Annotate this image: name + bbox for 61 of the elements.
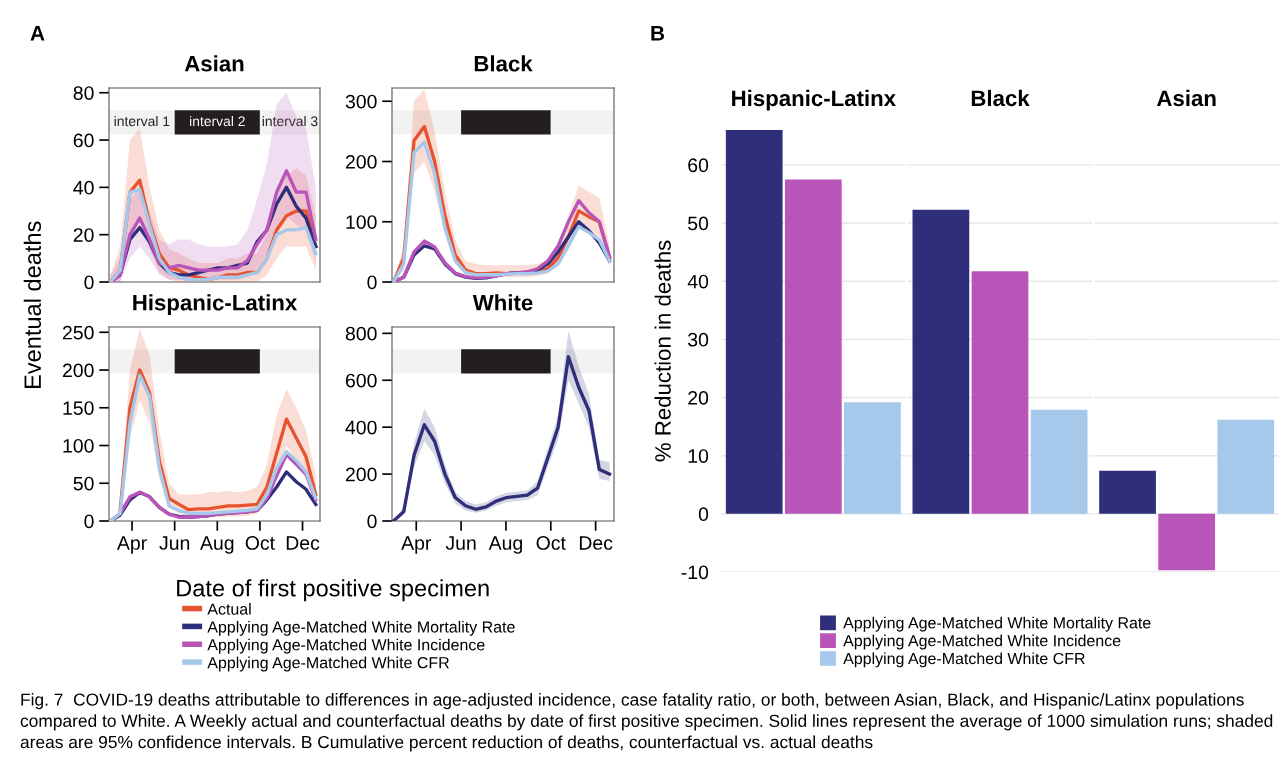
x-tick-label: Aug [488, 536, 522, 554]
y-tick-label: 100 [63, 438, 94, 453]
y-tick-label: 30 [688, 332, 709, 347]
y-tick-label: 50 [73, 476, 94, 491]
y-tick-label: 60 [688, 158, 709, 173]
y-tick-label: 0 [84, 514, 94, 529]
y-tick-label: 20 [688, 390, 709, 405]
legend-label: Applying Age-Matched White Mortality Rate [207, 620, 515, 636]
caption: Fig. 7 COVID-19 deaths attributable to differences in age-adjusted incidence, case fatality ratio, or both, between Asian, Black, and Hispanic/Latinx populations compared to White. A Weekly actual and counterfactual deaths by date of first positive specimen. Solid lines represent the average of 1000 simulation runs; shaded areas are 95% confidence intervals. B Cumulative percent reduction of deaths, counterfactual vs. actual deaths [20, 693, 1273, 752]
legend-label: Applying Age-Matched White CFR [207, 656, 449, 672]
y-tick-label: 200 [62, 363, 94, 378]
y-tick-label: 10 [688, 449, 709, 463]
x-tick-label: Asian [1156, 89, 1216, 107]
x-tick-label: Jun [159, 536, 190, 550]
x-tick-label: Apr [116, 536, 147, 554]
legend-label: Applying Age-Matched White CFR [843, 652, 1085, 668]
x-tick-label: Hispanic-Latinx [732, 89, 896, 111]
x-tick-label: Jun [445, 536, 476, 550]
y-tick-label: 100 [346, 215, 377, 229]
y-tick-label: 50 [688, 216, 709, 231]
y-tick-label: 800 [345, 326, 377, 341]
x-tick-label: Dec [286, 536, 320, 550]
x-tick-label: Apr [401, 536, 432, 554]
x-tick-label: Black [971, 89, 1030, 107]
y-tick-label: 20 [73, 228, 94, 242]
text: B [651, 26, 665, 41]
band-label: interval 3 [262, 115, 318, 127]
y-tick-label: 300 [345, 94, 377, 109]
legend-label: Applying Age-Matched White Incidence [207, 638, 485, 654]
legend-label: Actual [207, 603, 251, 615]
y-tick-label: 400 [345, 420, 377, 435]
y-tick-label: 0 [698, 507, 709, 522]
y-tick-label: 0 [367, 275, 377, 290]
y-tick-label: 600 [345, 373, 377, 388]
y-tick-label: 80 [73, 86, 94, 100]
chart-title: Asian [184, 55, 244, 72]
y-axis-title: Eventual deaths [23, 221, 42, 389]
y-tick-label: 250 [62, 325, 94, 340]
y-tick-label: 150 [63, 401, 94, 416]
y-tick-label: 200 [345, 154, 377, 169]
chart-title: Hispanic-Latinx [133, 294, 298, 315]
y-tick-label: 40 [73, 180, 94, 195]
y-tick-label: 200 [345, 467, 377, 482]
band-label: interval 2 [190, 115, 245, 127]
x-tick-label: Oct [245, 536, 275, 550]
chart-title: White [472, 294, 533, 311]
x-tick-label: Oct [536, 536, 566, 550]
y-tick-label: 0 [84, 275, 94, 290]
legend-label: Applying Age-Matched White Mortality Rate [843, 616, 1151, 632]
y-tick-label: 60 [73, 133, 94, 148]
x-tick-label: Aug [200, 536, 234, 554]
x-tick-label: Dec [579, 536, 613, 550]
y-axis-title: % Reduction in deaths [654, 240, 671, 462]
y-tick-label: 0 [367, 514, 377, 529]
y-tick-label: -10 [681, 565, 709, 580]
x-axis-title: Date of first positive specimen [177, 579, 489, 602]
band-label: interval 1 [114, 115, 170, 127]
text: A [30, 26, 45, 41]
y-tick-label: 40 [687, 274, 709, 289]
chart-title: Black [474, 55, 533, 72]
legend-label: Applying Age-Matched White Incidence [843, 634, 1121, 650]
